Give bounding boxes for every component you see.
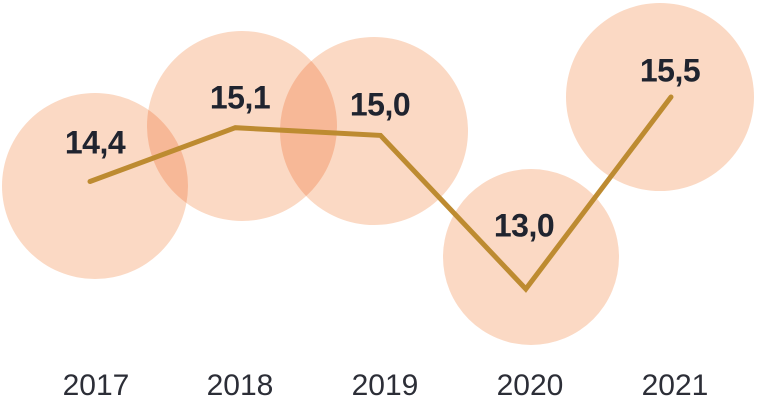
value-label-2018: 15,1	[209, 79, 271, 116]
value-label-2021: 15,5	[639, 52, 701, 89]
x-tick-2019: 2019	[351, 369, 419, 402]
value-label-2020: 13,0	[493, 207, 555, 244]
bubble-2019	[280, 37, 468, 225]
bubble-2020	[443, 169, 619, 345]
x-tick-2017: 2017	[62, 369, 130, 402]
x-tick-2018: 2018	[206, 369, 274, 402]
value-label-2017: 14,4	[64, 124, 126, 161]
x-tick-2021: 2021	[641, 369, 709, 402]
value-label-2019: 15,0	[349, 86, 411, 123]
bubble-2021	[566, 3, 754, 191]
x-tick-2020: 2020	[496, 369, 564, 402]
